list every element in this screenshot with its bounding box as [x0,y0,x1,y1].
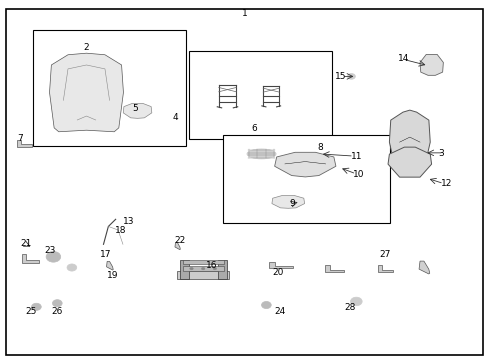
Circle shape [189,267,193,270]
Polygon shape [274,152,335,177]
Text: 10: 10 [352,170,364,179]
Bar [188,51,331,139]
Text: 6: 6 [251,124,257,133]
Circle shape [31,303,41,310]
Polygon shape [183,266,223,271]
Circle shape [347,73,355,79]
Bar [33,30,186,146]
Text: 12: 12 [440,179,451,188]
Text: 18: 18 [115,225,126,234]
Polygon shape [271,195,304,208]
Polygon shape [177,271,229,279]
Polygon shape [183,260,223,264]
Circle shape [52,300,62,307]
Text: 28: 28 [344,303,355,312]
Polygon shape [388,110,429,164]
Polygon shape [123,103,151,118]
Text: 26: 26 [52,307,63,316]
Circle shape [350,297,362,306]
Polygon shape [269,262,292,268]
Text: 27: 27 [379,250,390,259]
Polygon shape [106,261,113,270]
Text: 2: 2 [83,43,89,52]
FancyBboxPatch shape [6,9,482,355]
Ellipse shape [246,149,276,159]
Text: 8: 8 [316,143,322,152]
Text: 14: 14 [398,54,409,63]
Circle shape [201,267,204,270]
Text: 4: 4 [172,113,178,122]
Text: 22: 22 [174,235,185,244]
Text: 3: 3 [438,149,444,158]
Circle shape [213,267,216,270]
Circle shape [261,301,271,309]
Text: 9: 9 [289,199,294,208]
Bar [222,135,389,223]
Text: 21: 21 [20,239,31,248]
Text: 7: 7 [17,134,23,143]
Circle shape [67,264,77,271]
Text: 24: 24 [273,307,285,316]
Polygon shape [419,54,443,75]
Text: 1: 1 [241,9,247,18]
Polygon shape [175,243,180,249]
Circle shape [46,251,61,262]
Polygon shape [180,260,188,279]
Text: 20: 20 [272,268,284,277]
Polygon shape [217,260,226,279]
Text: 13: 13 [123,217,134,226]
Text: 15: 15 [334,72,346,81]
Text: 16: 16 [205,261,217,270]
Text: 11: 11 [350,152,361,161]
Polygon shape [418,261,429,274]
Text: 23: 23 [44,246,56,255]
Polygon shape [324,265,344,272]
Polygon shape [22,254,39,263]
Text: 25: 25 [25,307,36,316]
Text: 19: 19 [106,271,118,280]
Polygon shape [377,265,392,272]
Text: 17: 17 [100,250,111,259]
Polygon shape [49,53,123,132]
Polygon shape [387,147,431,177]
Text: 5: 5 [132,104,138,113]
Polygon shape [17,140,32,147]
